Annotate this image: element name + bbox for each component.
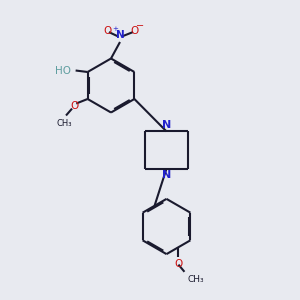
Text: +: + — [112, 26, 118, 32]
Text: O: O — [130, 26, 139, 36]
Text: −: − — [136, 21, 145, 31]
Text: O: O — [70, 100, 78, 111]
Text: N: N — [162, 170, 171, 180]
Text: O: O — [103, 26, 112, 36]
Text: CH₃: CH₃ — [188, 275, 204, 284]
Text: CH₃: CH₃ — [56, 119, 72, 128]
Text: N: N — [116, 31, 124, 40]
Text: HO: HO — [55, 65, 71, 76]
Text: N: N — [162, 120, 171, 130]
Text: O: O — [174, 259, 183, 269]
